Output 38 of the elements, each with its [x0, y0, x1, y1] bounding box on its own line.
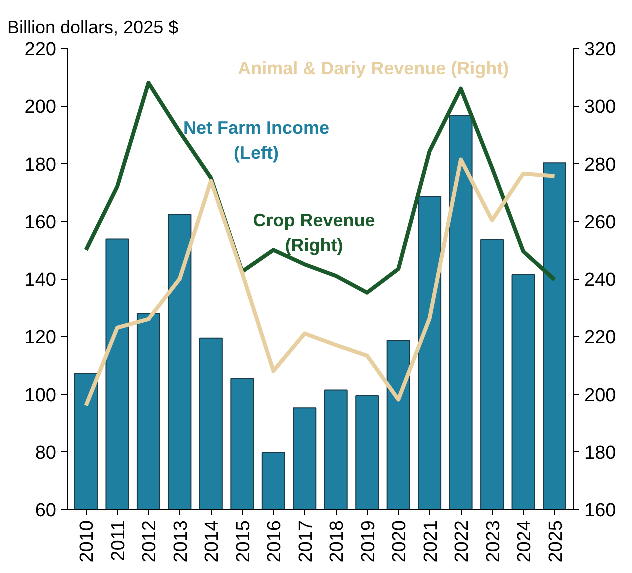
- x-tick-label: 2018: [327, 520, 348, 563]
- y2-tick-label: 180: [584, 442, 616, 464]
- y2-tick-label: 240: [584, 270, 616, 291]
- y2-tick-label: 280: [584, 154, 616, 176]
- y2-tick-label: 200: [584, 385, 616, 406]
- x-tick-label: 2014: [202, 520, 224, 563]
- y-tick-label: 160: [24, 212, 56, 234]
- y-tick-label: 140: [24, 270, 56, 291]
- x-tick-label: 2025: [546, 520, 567, 563]
- x-tick-label: 2023: [483, 520, 504, 563]
- y-tick-label: 120: [24, 328, 56, 349]
- y2-tick-label: 160: [584, 500, 616, 522]
- y-tick-label: 220: [24, 40, 56, 60]
- x-tick-label: 2016: [264, 520, 286, 563]
- y-tick-label: 180: [24, 154, 56, 176]
- y2-tick-label: 260: [584, 212, 616, 234]
- x-tick-label: 2019: [358, 520, 380, 563]
- y-tick-label: 100: [24, 385, 56, 406]
- x-tick-label: 2015: [233, 520, 254, 563]
- series-label: Crop Revenue (Right): [253, 210, 376, 256]
- x-tick-label: 2021: [420, 520, 442, 563]
- x-tick-label: 2010: [77, 520, 98, 563]
- text: Net Farm Income (Left): [183, 118, 330, 164]
- x-tick-label: 2012: [140, 520, 161, 563]
- y-tick-label: 80: [35, 442, 57, 464]
- x-tick-label: 2017: [296, 520, 317, 563]
- y2-tick-label: 320: [584, 40, 616, 60]
- y2-tick-label: 300: [584, 97, 616, 118]
- chart-title: Billion dollars, 2025 $: [8, 18, 179, 38]
- x-tick-label: 2024: [514, 520, 536, 563]
- y-tick-label: 200: [24, 97, 56, 118]
- y-tick-label: 60: [35, 500, 57, 522]
- x-tick-label: 2013: [170, 520, 192, 563]
- x-tick-label: 2020: [390, 520, 411, 563]
- text: Animal & Dariy Revenue (Right): [238, 58, 510, 79]
- x-tick-label: 2011: [108, 520, 130, 562]
- x-tick-label: 2022: [452, 520, 474, 563]
- y2-tick-label: 220: [584, 328, 616, 349]
